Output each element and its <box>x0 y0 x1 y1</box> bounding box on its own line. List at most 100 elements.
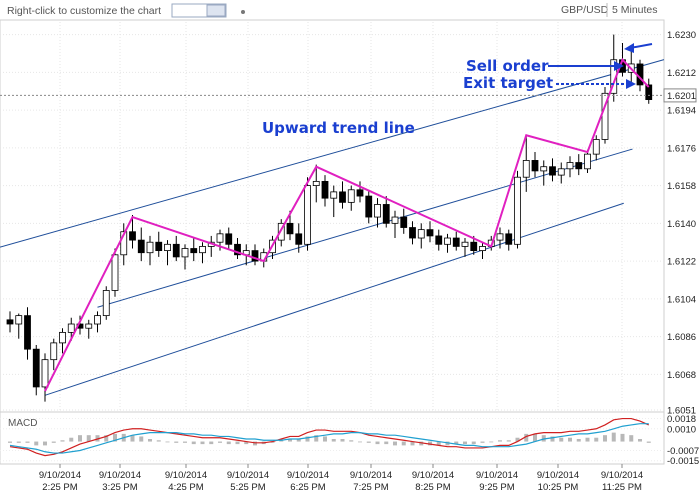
candle <box>347 185 355 211</box>
candle <box>137 227 145 262</box>
symbol-label[interactable]: GBP/USD <box>561 4 609 16</box>
y-tick-label: 1.6212 <box>667 68 696 79</box>
macd-bar <box>183 441 187 443</box>
macd-bar <box>611 432 616 442</box>
macd-bar <box>375 441 380 445</box>
chart-settings-dropdown[interactable] <box>206 4 226 17</box>
price-pane <box>0 19 665 413</box>
macd-bar <box>51 441 56 443</box>
macd-bar <box>585 437 590 442</box>
macd-bar <box>305 436 310 442</box>
exit-target-label: Exit target <box>463 74 553 92</box>
x-tick-date: 9/10/2014 <box>476 470 518 481</box>
signal-line <box>9 423 649 454</box>
candle <box>312 164 320 203</box>
candle <box>575 154 583 176</box>
macd-bar <box>148 439 152 442</box>
x-tick-date: 9/10/2014 <box>601 470 643 481</box>
macd-bar <box>498 440 502 442</box>
macd-bar <box>594 437 599 442</box>
macd-bar <box>576 439 581 442</box>
macd-bar <box>218 441 222 443</box>
candle <box>155 231 163 257</box>
candle <box>400 208 408 234</box>
sell-order-label: Sell order <box>466 57 549 75</box>
macd-tick-label: -0.0015 <box>667 456 699 467</box>
candle <box>41 353 49 402</box>
macd-bar <box>419 441 424 446</box>
candle <box>304 177 311 251</box>
candle <box>496 227 504 249</box>
candle <box>505 229 513 251</box>
macd-bar <box>25 441 30 443</box>
macd-bar <box>480 441 485 443</box>
macd-bar <box>253 441 257 446</box>
macd-bar <box>235 441 240 445</box>
candle <box>146 235 154 266</box>
macd-bar <box>314 435 319 442</box>
macd-bar <box>331 439 336 442</box>
candle <box>32 344 40 396</box>
candle <box>444 233 451 253</box>
macd-bar <box>86 435 91 442</box>
macd-bar <box>200 441 205 445</box>
macd-bar <box>296 439 301 442</box>
macd-bar <box>270 441 275 443</box>
candle <box>190 238 198 262</box>
candle <box>452 231 460 251</box>
macd-bar <box>34 441 39 446</box>
candle <box>549 158 556 182</box>
macd-bar <box>244 441 249 445</box>
entry-arrow <box>624 43 653 53</box>
macd-bar <box>349 440 354 442</box>
candle <box>522 135 530 192</box>
gear-icon[interactable] <box>241 10 245 14</box>
x-tick-time: 2:25 PM <box>42 482 77 493</box>
candle <box>374 198 381 228</box>
macd-bar <box>226 441 231 445</box>
candle <box>225 227 233 249</box>
y-tick-label: 1.6194 <box>667 106 696 117</box>
macd-bar <box>8 441 12 443</box>
macd-bar <box>559 437 564 442</box>
channel-line-lower <box>44 202 624 396</box>
candle <box>295 223 303 253</box>
macd-bar <box>323 436 327 442</box>
y-tick-label: 1.6086 <box>667 332 696 343</box>
macd-bar <box>471 441 476 445</box>
macd-line <box>9 417 649 457</box>
candle <box>645 78 653 104</box>
y-tick-label: 1.6051 <box>667 406 696 417</box>
candle <box>15 313 23 339</box>
candle <box>251 244 259 266</box>
timeframe-label[interactable]: 5 Minutes <box>612 4 658 16</box>
candle <box>321 175 329 207</box>
macd-bar <box>130 435 135 442</box>
channel-line-upper <box>0 59 665 248</box>
y-tick-label: 1.6176 <box>667 143 696 154</box>
y-tick-label: 1.6122 <box>667 257 696 268</box>
candle <box>584 149 591 174</box>
macd-bar <box>156 440 161 442</box>
candle <box>120 223 128 266</box>
candle <box>479 242 486 259</box>
candle <box>59 328 66 354</box>
macd-histogram <box>8 432 651 446</box>
macd-bar <box>60 440 65 442</box>
current-price-label: 1.6201 <box>667 91 696 102</box>
x-tick-time: 9:25 PM <box>479 482 514 493</box>
macd-bar <box>69 437 74 442</box>
candle <box>365 189 373 224</box>
macd-bar <box>366 441 371 443</box>
macd-tick-label: 0.0010 <box>667 424 696 435</box>
macd-bar <box>603 435 607 442</box>
macd-bar <box>209 441 214 445</box>
x-tick-time: 4:25 PM <box>168 482 203 493</box>
candle <box>435 229 443 251</box>
macd-tick-label: 0.0018 <box>667 414 696 425</box>
candle <box>426 221 434 243</box>
exit-target-arrow <box>556 79 636 89</box>
candle <box>566 156 574 178</box>
